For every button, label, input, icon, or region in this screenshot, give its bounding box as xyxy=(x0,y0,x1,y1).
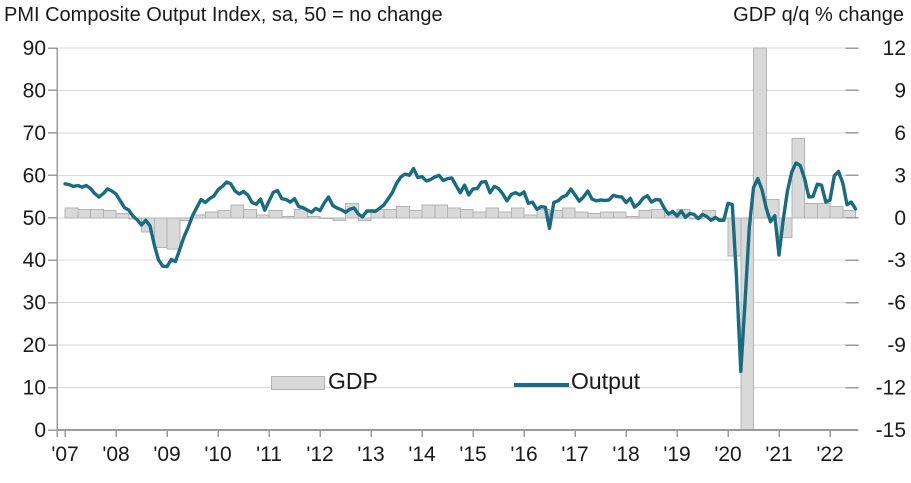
right-axis-title: GDP q/q % change xyxy=(733,4,904,26)
left-axis-tick-label: 30 xyxy=(23,292,46,315)
right-axis-tick-label: -15 xyxy=(876,419,906,442)
gdp-bar xyxy=(421,204,436,219)
gdp-bar xyxy=(396,205,410,219)
gdp-bar xyxy=(753,47,767,219)
gdp-bar xyxy=(829,205,844,219)
left-axis-tick-label: 40 xyxy=(23,249,46,272)
gdp-bar xyxy=(625,215,640,219)
gdp-bar xyxy=(510,207,525,219)
right-axis-tick-label: 9 xyxy=(894,79,906,102)
right-axis-tick-label: -3 xyxy=(887,249,906,272)
gdp-bar xyxy=(332,217,346,222)
x-axis-tick-label: '13 xyxy=(357,443,384,466)
output-line-series xyxy=(63,161,858,374)
left-axis-tick-label: 50 xyxy=(23,207,46,230)
gdp-bar xyxy=(77,208,91,219)
gdp-bar xyxy=(64,207,79,219)
output-line xyxy=(63,161,858,374)
gdp-bar xyxy=(153,217,168,248)
gdp-bar xyxy=(268,210,283,219)
gdp-bar xyxy=(561,207,576,219)
gdp-bar xyxy=(472,211,487,219)
x-axis-tick-label: '19 xyxy=(663,443,690,466)
gdp-bar xyxy=(523,214,538,219)
gdp-bar xyxy=(447,207,461,219)
left-axis-tick-label: 10 xyxy=(23,377,46,400)
x-axis-tick-label: '08 xyxy=(102,443,129,466)
x-axis-tick-label: '22 xyxy=(816,443,843,466)
right-axis-tick-label: 12 xyxy=(883,37,906,60)
gdp-bar xyxy=(102,210,117,219)
x-axis-tick-label: '21 xyxy=(765,443,792,466)
gdp-bar-swatch xyxy=(271,376,325,390)
right-axis-tick-label: 6 xyxy=(894,122,906,145)
left-axis-tick-label: 60 xyxy=(23,164,46,187)
gdp-bar xyxy=(600,211,614,219)
gdp-bar xyxy=(383,208,397,219)
gdp-bar xyxy=(294,208,308,219)
gdp-bars xyxy=(64,47,856,431)
gdp-bar xyxy=(587,213,601,219)
x-axis-tick-label: '20 xyxy=(714,443,741,466)
gdp-bar xyxy=(204,211,219,219)
x-axis-tick-label: '14 xyxy=(408,443,436,466)
axes xyxy=(48,47,859,437)
right-axis-tick-label: 0 xyxy=(894,207,906,230)
gdp-bar xyxy=(574,211,589,219)
gdp-bar xyxy=(255,214,270,219)
gdp-bar xyxy=(306,215,321,219)
gdp-bar xyxy=(408,210,423,219)
gdp-bar xyxy=(816,203,831,219)
gdp-bar xyxy=(651,208,665,219)
gdp-bar xyxy=(230,204,244,219)
gdp-legend-label: GDP xyxy=(328,368,378,394)
output-line-swatch xyxy=(514,383,569,387)
gdp-bar xyxy=(459,208,474,219)
gdp-bar xyxy=(281,215,295,219)
x-axis-tick-label: '16 xyxy=(510,443,537,466)
gdp-bar xyxy=(243,208,257,219)
gdp-bar xyxy=(434,204,448,219)
gdp-bar xyxy=(791,138,805,219)
right-axis-tick-label: -6 xyxy=(887,292,906,315)
gdp-bar xyxy=(90,208,104,219)
gdp-bar xyxy=(115,213,130,219)
left-axis-tick-label: 90 xyxy=(23,37,46,60)
right-axis-tick-label: -9 xyxy=(887,334,906,357)
x-axis-tick-label: '12 xyxy=(306,443,333,466)
x-axis-tick-label: '07 xyxy=(51,443,78,466)
x-axis-tick-label: '15 xyxy=(459,443,486,466)
left-axis-tick-label: 70 xyxy=(23,122,46,145)
output-legend-label: Output xyxy=(571,368,641,394)
gdp-bar xyxy=(638,210,652,219)
gdp-bar xyxy=(804,203,818,219)
left-axis-tick-label: 0 xyxy=(34,419,46,442)
left-axis-tick-label: 20 xyxy=(23,334,46,357)
gdp-bar xyxy=(217,210,232,219)
left-axis-title: PMI Composite Output Index, sa, 50 = no … xyxy=(4,4,443,26)
left-axis-tick-label: 80 xyxy=(23,79,46,102)
gdp-bar xyxy=(166,217,181,250)
right-axis-tick-label: -12 xyxy=(876,377,906,400)
gdp-bar xyxy=(319,217,334,219)
x-axis-tick-label: '11 xyxy=(256,443,282,466)
gdp-bar xyxy=(485,207,499,219)
right-axis-tick-label: 3 xyxy=(894,164,906,187)
gdp-bar xyxy=(357,217,372,222)
gdp-bar xyxy=(612,211,627,219)
x-axis-tick-label: '09 xyxy=(153,443,180,466)
x-axis-tick-label: '18 xyxy=(612,443,639,466)
gdp-bar xyxy=(842,210,856,219)
x-axis-tick-label: '10 xyxy=(204,443,231,466)
x-axis-tick-label: '17 xyxy=(561,443,588,466)
gdp-bar xyxy=(498,211,512,219)
